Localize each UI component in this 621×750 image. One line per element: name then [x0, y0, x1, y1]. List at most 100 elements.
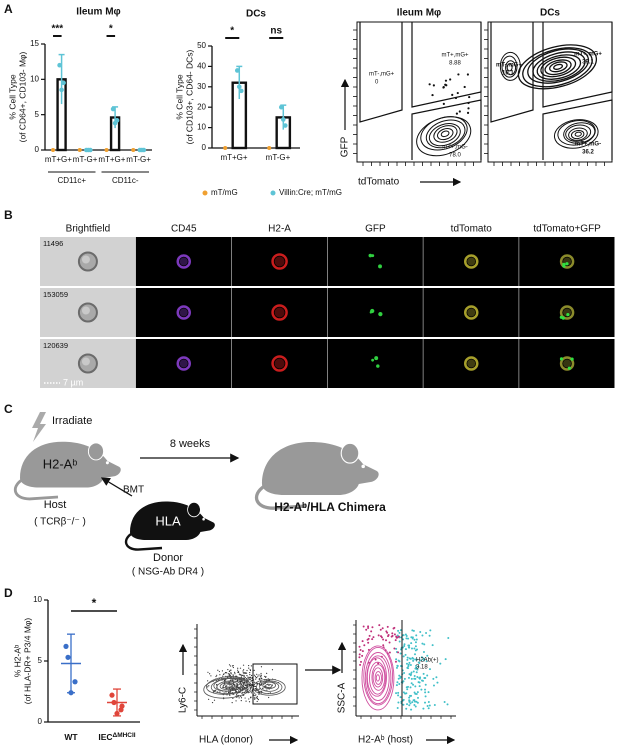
signal	[378, 264, 383, 269]
cell-core	[274, 256, 285, 267]
panel-label: A	[4, 2, 13, 16]
event	[410, 677, 413, 680]
event	[398, 631, 401, 634]
event	[367, 625, 370, 628]
event	[423, 643, 426, 646]
event	[435, 676, 438, 679]
event	[408, 699, 411, 702]
event	[413, 699, 416, 702]
event	[403, 644, 406, 647]
event	[449, 78, 452, 81]
event	[250, 690, 252, 692]
contour	[505, 60, 517, 76]
image-tile	[231, 288, 327, 337]
event	[420, 688, 423, 691]
event	[388, 641, 391, 644]
contour	[369, 661, 386, 695]
event	[415, 658, 418, 661]
event	[209, 673, 211, 675]
signal	[561, 316, 565, 320]
x-tick-label: mT-G+	[126, 155, 151, 164]
gate-value: 8.88	[449, 61, 461, 67]
gate-value: 39.1	[582, 60, 594, 66]
event	[244, 677, 246, 679]
plot-frame	[356, 21, 482, 163]
event	[427, 691, 430, 694]
data-point	[59, 87, 64, 93]
event	[412, 659, 415, 662]
mouse-eye	[361, 464, 365, 469]
event	[248, 698, 250, 700]
gate-value: 10.1	[502, 71, 514, 77]
event	[424, 683, 427, 686]
event	[246, 669, 248, 672]
contour	[262, 681, 276, 689]
event	[371, 626, 374, 629]
gate	[411, 22, 482, 108]
x-tick-label: WT	[64, 732, 78, 742]
plot-title: DCs	[540, 8, 560, 19]
event	[399, 629, 402, 632]
event	[361, 650, 364, 653]
y-tick-label: 0	[202, 143, 207, 152]
event	[396, 681, 399, 684]
event	[426, 654, 429, 657]
event	[253, 681, 255, 683]
event	[228, 674, 230, 676]
event	[231, 702, 233, 704]
event	[236, 680, 238, 682]
event	[219, 691, 221, 693]
cell	[559, 254, 575, 269]
event	[248, 701, 251, 703]
event	[207, 671, 209, 673]
group-label: CD11c+	[57, 176, 86, 185]
event	[255, 697, 257, 699]
gate-name: mT-,mG+	[369, 72, 395, 78]
event	[370, 630, 373, 633]
event	[248, 678, 250, 680]
event	[417, 665, 420, 668]
cell	[464, 305, 479, 320]
gate-name: mT+,mG+	[441, 53, 468, 59]
contour	[375, 674, 380, 682]
event	[254, 695, 256, 697]
event	[246, 678, 248, 680]
event	[397, 691, 400, 694]
y-axis-label: % Cell Type	[7, 74, 17, 119]
mouse-tail	[13, 478, 59, 501]
image-tile	[519, 237, 615, 286]
event	[260, 684, 262, 687]
cell	[176, 305, 191, 320]
event	[425, 632, 428, 635]
gate-name: mT+,mG-	[575, 142, 601, 148]
signal	[376, 364, 380, 368]
mouse-label: HLA	[155, 513, 181, 528]
image-tile	[423, 288, 519, 337]
event	[229, 665, 232, 667]
cell-core	[274, 307, 285, 318]
event	[256, 696, 258, 699]
event	[417, 681, 420, 684]
event	[232, 683, 235, 686]
event	[260, 677, 262, 679]
significance-label: ns	[270, 26, 282, 37]
contour	[540, 56, 577, 78]
cell-core	[179, 308, 188, 317]
cell	[271, 304, 288, 321]
event	[424, 691, 427, 694]
event	[398, 640, 401, 643]
gate	[490, 22, 534, 123]
event	[426, 674, 429, 677]
event	[232, 664, 234, 667]
y-axis-label: GFP	[340, 136, 351, 157]
event	[467, 107, 470, 110]
gate-value: 3.18	[416, 665, 428, 671]
image-tile	[231, 237, 327, 286]
event	[215, 675, 217, 678]
event	[216, 684, 218, 686]
event	[427, 707, 430, 710]
event	[421, 642, 424, 645]
event	[253, 669, 255, 671]
scale-bar-label: 7 µm	[63, 377, 83, 387]
event	[456, 91, 459, 95]
